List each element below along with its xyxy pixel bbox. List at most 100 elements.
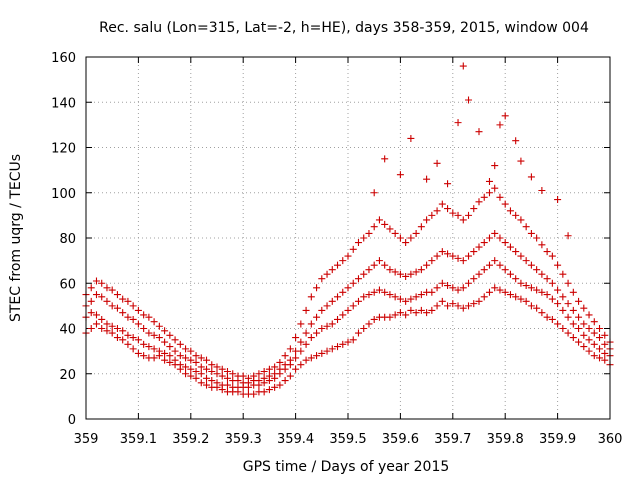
data-point (365, 266, 373, 274)
data-point (145, 313, 153, 321)
data-point (166, 352, 174, 360)
data-point (265, 372, 273, 380)
data-point (485, 177, 493, 185)
data-point (496, 286, 504, 294)
data-point (103, 320, 111, 328)
data-point (496, 193, 504, 201)
data-point (155, 334, 163, 342)
data-point (522, 223, 530, 231)
data-point (281, 352, 289, 360)
data-point (512, 211, 520, 219)
data-point (354, 275, 362, 283)
data-point (386, 225, 394, 233)
data-point (349, 245, 357, 253)
data-point (459, 216, 467, 224)
data-point (182, 345, 190, 353)
data-point (318, 349, 326, 357)
data-point (140, 352, 148, 360)
data-point (522, 297, 530, 305)
data-point (470, 300, 478, 308)
data-point (323, 322, 331, 330)
data-point (412, 268, 420, 276)
data-point (590, 329, 598, 337)
data-point (218, 365, 226, 373)
data-point (313, 284, 321, 292)
data-point (360, 293, 368, 301)
data-point (302, 340, 310, 348)
data-point (349, 336, 357, 344)
data-point (103, 327, 111, 335)
data-point (575, 313, 583, 321)
x-tick-label: 359.6 (382, 432, 419, 447)
data-point (108, 302, 116, 310)
x-tick-label: 359.8 (487, 432, 524, 447)
data-point (554, 300, 562, 308)
data-point (370, 315, 378, 323)
data-point (517, 216, 525, 224)
data-point (307, 293, 315, 301)
data-point (501, 200, 509, 208)
data-point (166, 358, 174, 366)
data-point (292, 354, 300, 362)
data-point (292, 347, 300, 355)
data-point (449, 300, 457, 308)
y-tick-label: 60 (59, 277, 76, 292)
data-point (538, 270, 546, 278)
data-point (197, 354, 205, 362)
data-point (145, 329, 153, 337)
data-point (208, 367, 216, 375)
data-point (182, 363, 190, 371)
data-point (318, 325, 326, 332)
data-point (334, 261, 342, 269)
data-point (428, 306, 436, 314)
data-point (365, 291, 373, 299)
data-point (150, 345, 158, 353)
data-point (417, 266, 425, 274)
data-point (444, 282, 452, 290)
data-point (161, 327, 169, 335)
data-point (585, 336, 593, 344)
data-point (475, 243, 483, 251)
data-point (417, 291, 425, 299)
data-point (538, 241, 546, 249)
data-point (113, 325, 121, 332)
data-point (543, 275, 551, 283)
data-point (433, 284, 441, 292)
data-point (485, 261, 493, 269)
data-point (213, 363, 221, 371)
data-point (145, 343, 153, 351)
data-point (92, 320, 100, 328)
y-tick-label: 20 (59, 368, 76, 383)
data-point (286, 372, 294, 380)
data-point (328, 320, 336, 328)
data-point (402, 239, 410, 247)
data-point (292, 334, 300, 342)
data-point (260, 367, 268, 375)
data-point (543, 291, 551, 299)
x-tick-label: 359.3 (225, 432, 262, 447)
data-point (297, 338, 305, 346)
data-point (103, 284, 111, 292)
data-point (412, 309, 420, 317)
data-point (590, 352, 598, 360)
data-point (428, 288, 436, 296)
data-point (554, 261, 562, 269)
data-point (601, 340, 609, 348)
data-point (381, 220, 389, 228)
data-point (223, 367, 231, 375)
data-point (307, 354, 315, 362)
data-point (250, 390, 258, 398)
data-point (569, 320, 577, 328)
data-point (197, 379, 205, 387)
data-point (339, 257, 347, 265)
data-point (454, 254, 462, 262)
data-point (407, 306, 415, 314)
data-point (491, 284, 499, 292)
data-point (328, 345, 336, 353)
data-point (538, 309, 546, 317)
data-point (601, 356, 609, 364)
data-point (108, 322, 116, 330)
data-point (506, 207, 514, 215)
data-point (203, 356, 211, 364)
data-point (365, 229, 373, 237)
